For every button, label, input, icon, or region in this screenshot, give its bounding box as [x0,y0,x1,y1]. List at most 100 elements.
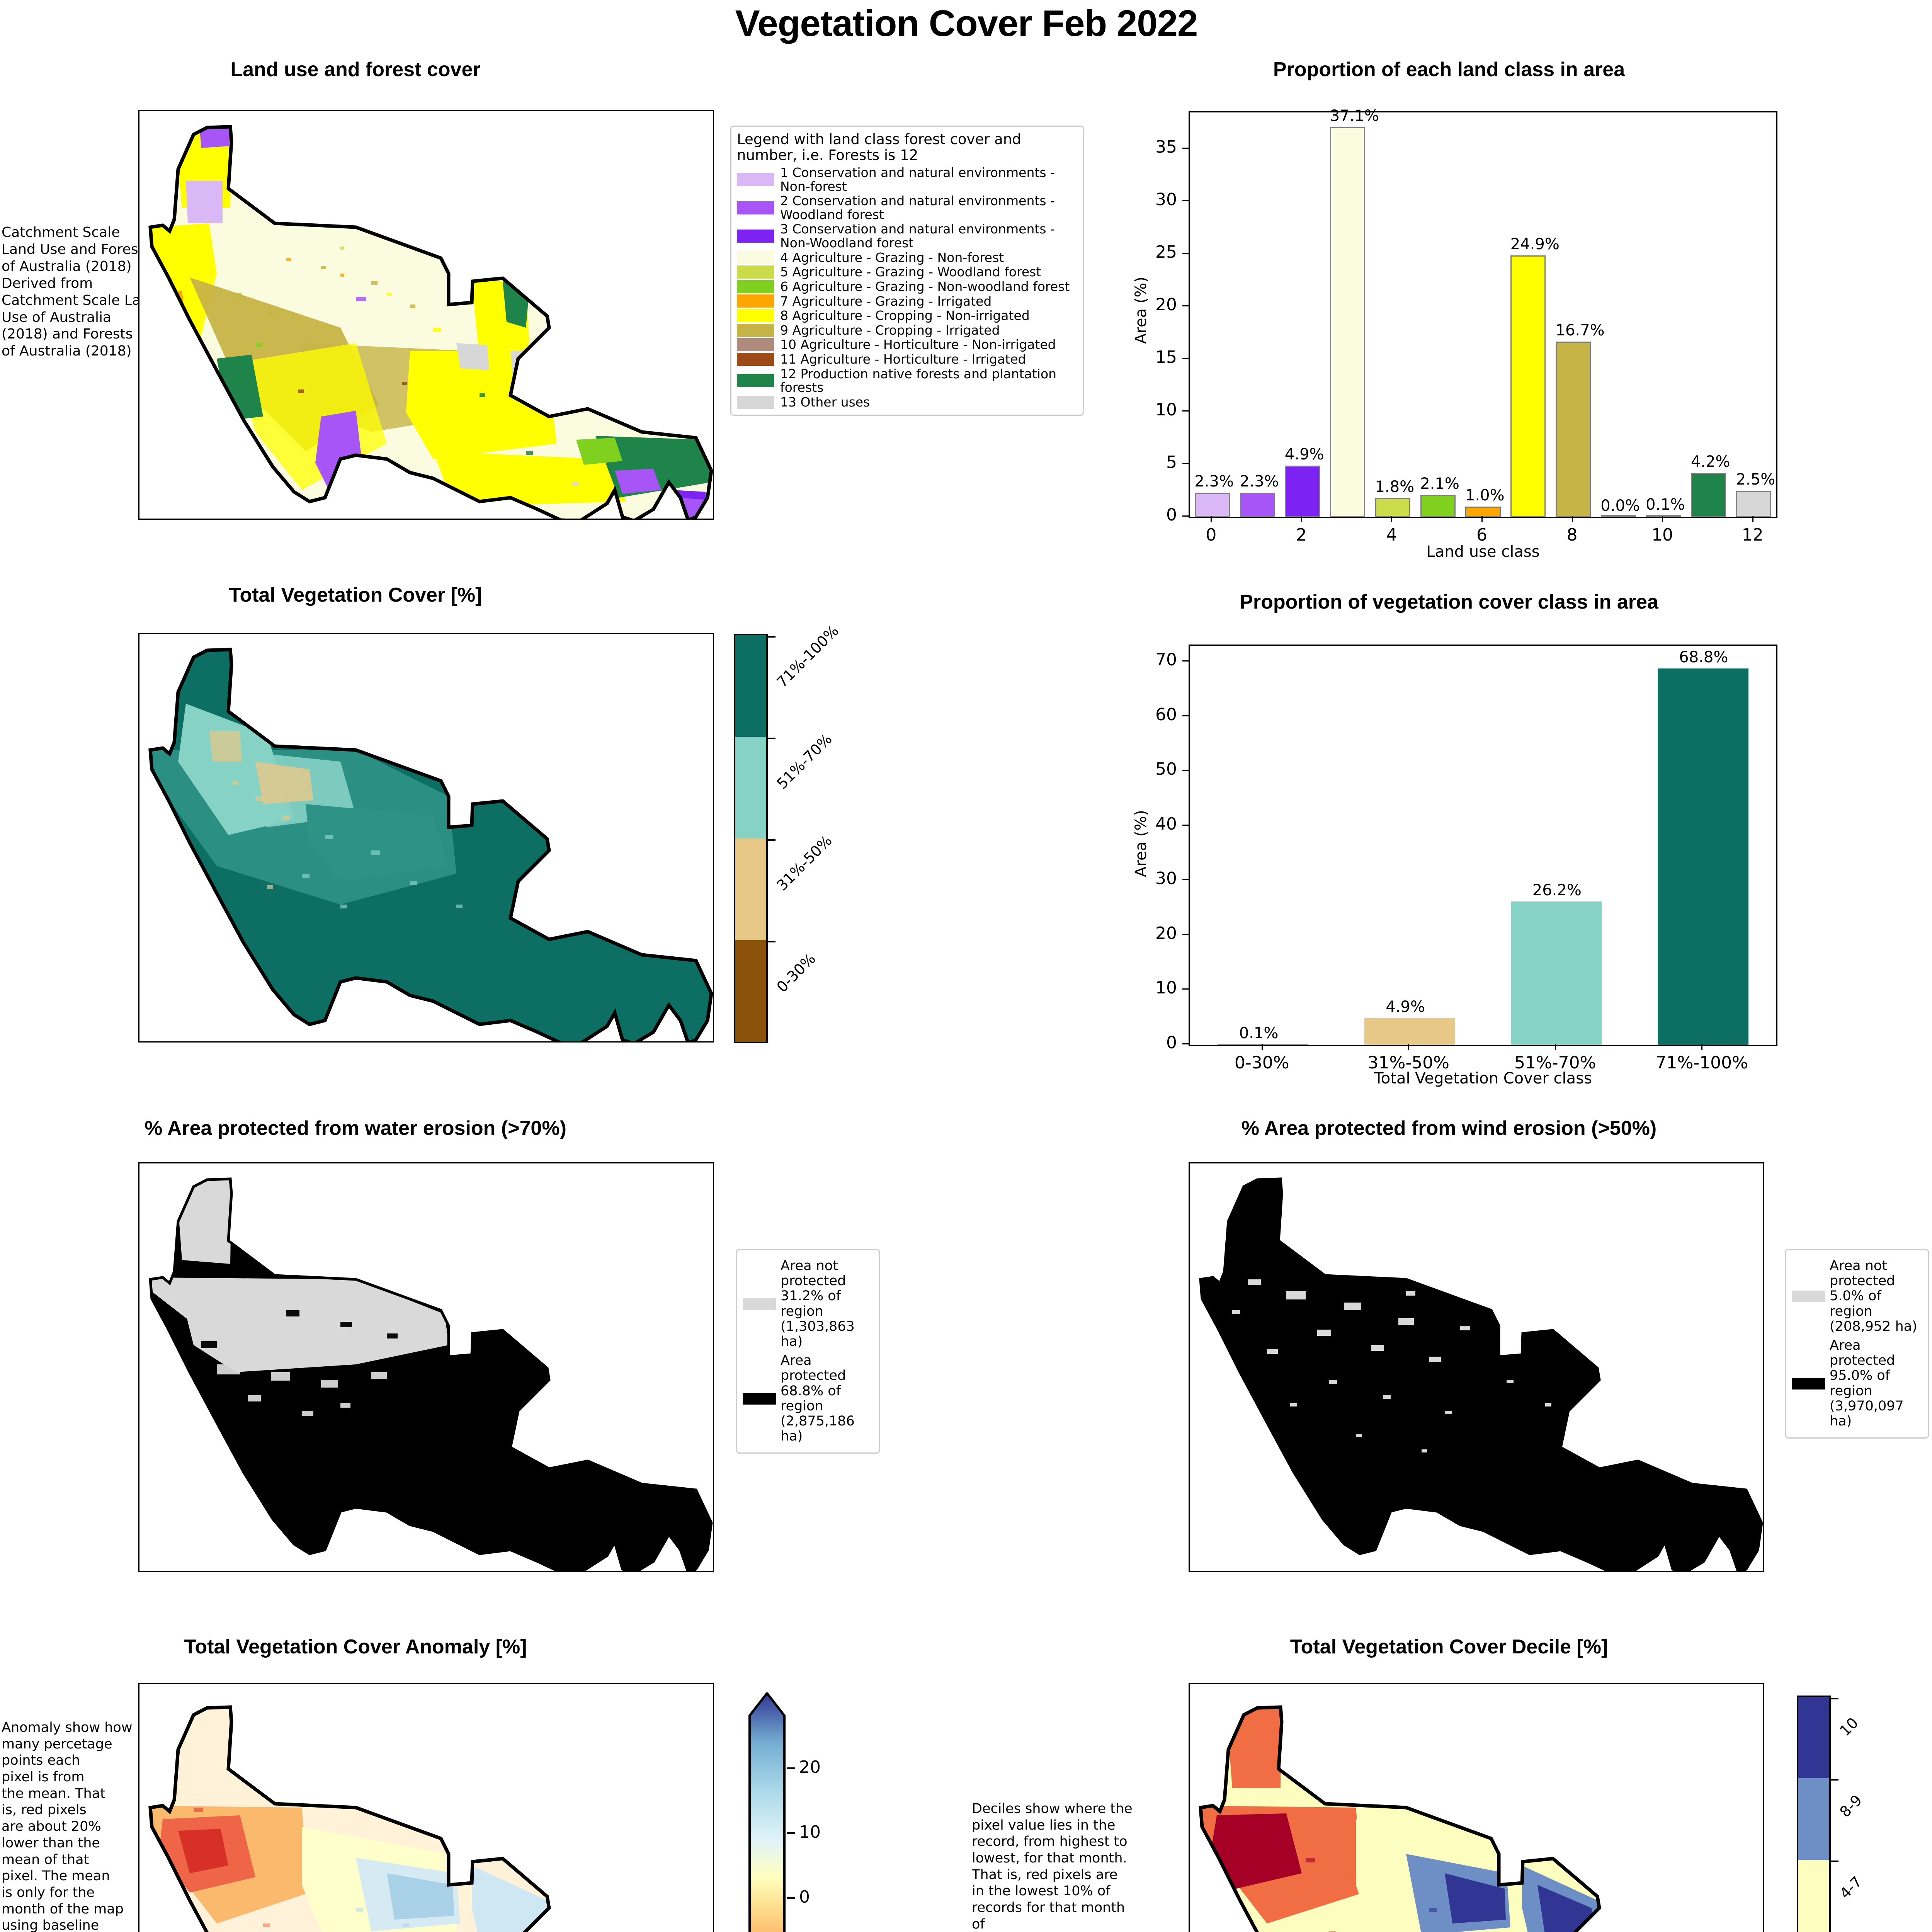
x-tick [1752,516,1753,522]
x-tick-label: 12 [1742,525,1764,545]
x-tick [1301,516,1302,522]
legend-swatch-icon [737,201,774,214]
bar-value-label: 2.3% [1240,473,1279,491]
anomaly-map-svg [148,1705,711,1932]
legend-swatch-icon [737,280,774,293]
anomaly-colorbar-tick [787,1832,795,1834]
land-use-legend-item: 11 Agriculture - Horticulture - Irrigate… [737,352,1077,366]
bar [1218,1044,1309,1045]
legend-swatch-icon [737,294,774,308]
map-vegetation-anomaly [138,1683,714,1932]
chart1-xlabel: Land use class [1426,543,1540,561]
x-tick-label: 8 [1566,525,1578,545]
anomaly-colorbar-label: 0 [799,1887,810,1907]
y-tick [1182,988,1189,990]
map-wind-erosion-protection [1189,1162,1764,1572]
colorbar-segment [1798,1859,1829,1932]
land-use-legend-item: 2 Conservation and natural environments … [737,194,1077,221]
anomaly-colorbar-tick [787,1767,795,1769]
colorbar-label: 4-7 [1836,1873,1866,1902]
bar-value-label: 4.2% [1690,452,1730,471]
legend-item-label: 13 Other uses [780,394,870,410]
x-tick-label: 10 [1651,525,1673,545]
bar-value-label: 37.1% [1330,107,1379,125]
y-tick [1182,1043,1189,1044]
y-tick-label: 50 [1155,759,1177,779]
colorbar-decile [1797,1696,1831,1932]
bar-value-label: 1.8% [1375,478,1415,496]
y-tick-label: 10 [1155,400,1177,420]
bar-value-label: 0.1% [1239,1024,1279,1042]
legend-swatch-icon [737,374,774,388]
y-tick-label: 0 [1166,505,1177,525]
y-tick [1182,305,1189,307]
wind-erosion-legend-item: Area not protected 5.0% of region (208,9… [1792,1258,1922,1334]
x-tick [1662,516,1663,522]
bar-value-label: 16.7% [1555,321,1605,339]
map-land-use [138,110,714,520]
water-erosion-legend-label: Area not protected 31.2% of region (1,30… [781,1258,855,1349]
colorbar-label: 10 [1836,1714,1862,1740]
colorbar-label: 8-9 [1836,1791,1866,1821]
x-tick [1481,516,1483,522]
map-water-erosion-protection [138,1162,714,1572]
x-tick-label: 0 [1206,525,1217,545]
water-erosion-map-svg [149,1177,713,1571]
colorbar-tick [1831,1698,1838,1699]
legend-swatch-icon [737,230,774,243]
y-tick-label: 20 [1155,923,1177,943]
wind-erosion-legend: Area not protected 5.0% of region (208,9… [1785,1249,1929,1439]
y-tick-label: 30 [1155,190,1177,210]
bar [1240,493,1275,517]
water-erosion-legend: Area not protected 31.2% of region (1,30… [736,1249,880,1454]
colorbar-anomaly [746,1691,792,1932]
map-vegetation-decile [1189,1683,1764,1932]
bar [1511,901,1602,1045]
bar-value-label: 24.9% [1510,235,1560,253]
land-use-legend-item: 3 Conservation and natural environments … [737,222,1077,250]
y-tick-label: 15 [1155,347,1177,367]
wind-erosion-legend-label: Area protected 95.0% of region (3,970,09… [1830,1337,1904,1429]
legend-item-label: 7 Agriculture - Grazing - Irrigated [780,293,992,309]
y-tick-label: 35 [1155,137,1177,157]
colorbar-tick [1831,1860,1838,1862]
y-tick [1182,879,1189,881]
bar-value-label: 68.8% [1679,648,1728,667]
chart-veg-cover-proportion: 0.1% 4.9% 26.2% 68.8% [1189,645,1777,1046]
bar-value-label: 2.5% [1736,471,1776,489]
y-tick-label: 20 [1155,295,1177,315]
colorbar-vegetation-cover [734,634,768,1043]
land-use-legend-item: 4 Agriculture - Grazing - Non-forest [737,250,1077,265]
colorbar-label: 51%-70% [773,730,835,793]
land-use-legend-item: 7 Agriculture - Grazing - Irrigated [737,294,1077,308]
x-tick-label: 2 [1296,525,1307,545]
bar [1736,491,1772,517]
x-tick-label: 31%-50% [1367,1053,1449,1073]
y-tick [1182,200,1189,202]
legend-item-label: 8 Agriculture - Cropping - Non-irrigated [780,308,1030,323]
bar [1465,506,1501,517]
bar-value-label: 0.1% [1646,496,1685,514]
anomaly-colorbar-svg [748,1691,786,1932]
bar [1375,498,1410,517]
veg-cover-map-svg [148,648,713,1041]
anomaly-colorbar-label: 10 [799,1822,821,1842]
bar [1194,493,1230,517]
chart1-ylabel: Area (%) [1132,277,1150,344]
y-tick [1182,148,1189,149]
wind-erosion-legend-item: Area protected 95.0% of region (3,970,09… [1792,1338,1922,1429]
y-tick-label: 0 [1166,1033,1177,1053]
x-tick-label: 51%-70% [1514,1053,1596,1073]
bar-value-label: 0.0% [1600,497,1640,515]
colorbar-segment [1798,1697,1829,1779]
legend-swatch-icon [743,1298,776,1310]
y-tick [1182,410,1189,412]
legend-swatch-icon [737,338,774,352]
legend-swatch-icon [737,309,774,322]
land-use-map-svg [148,125,713,519]
y-tick [1182,934,1189,935]
land-use-source-note: Catchment Scale Land Use and Forests of … [2,224,158,359]
colorbar-segment [1798,1778,1829,1860]
legend-swatch-icon [737,395,774,409]
